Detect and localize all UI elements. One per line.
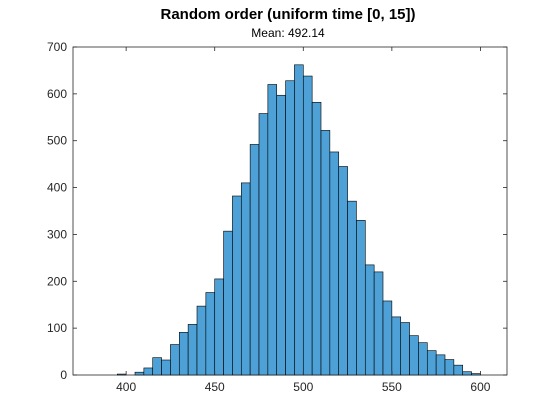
histogram-bar	[453, 364, 464, 376]
x-tick-label: 550	[382, 380, 402, 394]
y-tick-label: 200	[47, 274, 67, 288]
histogram-bar	[258, 113, 269, 376]
histogram-bar	[373, 271, 384, 376]
y-tick-label: 600	[47, 87, 67, 101]
histogram-bar	[276, 94, 286, 376]
histogram-bar	[240, 182, 251, 376]
x-tick-label: 600	[470, 380, 490, 394]
histogram-bar	[409, 335, 419, 376]
histogram-bar	[320, 130, 331, 376]
y-tick-label: 300	[47, 227, 67, 241]
histogram-bar	[116, 373, 127, 376]
histogram-bar	[471, 373, 481, 376]
histogram-bar	[161, 359, 171, 376]
y-tick-label: 0	[60, 368, 67, 382]
histogram-bar	[364, 264, 375, 376]
histogram-bar	[347, 200, 357, 376]
histogram-bar	[196, 305, 207, 376]
histogram-bar	[426, 350, 437, 376]
x-tick-label: 400	[116, 380, 136, 394]
x-tick-label: 500	[293, 380, 313, 394]
histogram-bar	[338, 166, 348, 376]
chart-subtitle: Mean: 492.14	[251, 26, 325, 40]
y-tick-label: 700	[47, 40, 67, 54]
histogram-bar	[178, 332, 189, 376]
histogram-bar	[418, 342, 428, 376]
y-axis: 0 100 200 300 400 500 600 700	[47, 40, 507, 382]
histogram-bar	[214, 278, 224, 376]
x-axis: 400 450 500 550 600	[116, 47, 491, 394]
histogram-bar	[170, 344, 180, 376]
histogram-bar	[391, 316, 402, 376]
histogram-bar	[435, 354, 446, 376]
histogram-bar	[444, 359, 455, 376]
histogram-bar	[223, 230, 233, 376]
x-tick-label: 450	[205, 380, 225, 394]
histogram-bar	[187, 324, 198, 376]
histogram-bar	[267, 84, 278, 376]
histogram-bar	[294, 64, 304, 376]
histogram-bar	[400, 322, 410, 376]
y-tick-label: 100	[47, 321, 67, 335]
histogram-bar	[205, 292, 216, 376]
histogram-bar	[285, 80, 295, 376]
y-tick-label: 500	[47, 134, 67, 148]
histogram-bar	[152, 357, 162, 376]
histogram-bar	[356, 220, 366, 376]
histogram-bar	[329, 151, 340, 376]
histogram-bar	[311, 101, 322, 376]
histogram-bar	[134, 371, 145, 376]
histogram-bar	[232, 195, 242, 376]
histogram-bar	[143, 367, 154, 376]
chart-title: Random order (uniform time [0, 15])	[160, 6, 415, 23]
histogram-bar	[302, 75, 313, 376]
bars-group	[116, 64, 481, 376]
histogram-bar	[382, 300, 393, 376]
histogram-bar	[462, 371, 472, 376]
y-tick-label: 400	[47, 181, 67, 195]
histogram-bar	[249, 144, 260, 376]
